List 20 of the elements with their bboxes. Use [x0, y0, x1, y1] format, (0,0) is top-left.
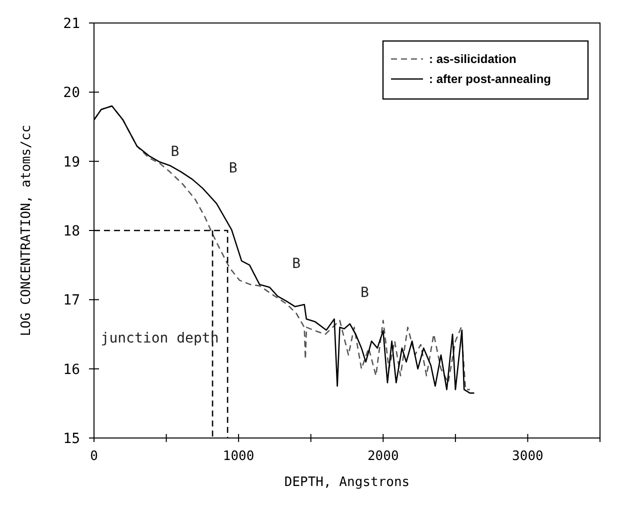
y-tick-label: 15 [63, 431, 80, 447]
y-tick-label: 18 [63, 224, 80, 240]
x-tick-label: 1000 [222, 449, 254, 464]
y-tick-label: 21 [63, 16, 80, 32]
legend-label: : as-silicidation [429, 52, 516, 66]
y-axis-title: LOG CONCENTRATION, atoms/cc [19, 124, 34, 336]
annotation: B [228, 160, 238, 176]
y-tick-label: 20 [63, 85, 80, 102]
x-tick-label: 0 [90, 449, 98, 464]
y-tick-label: 17 [63, 292, 80, 309]
annotation: junction depth [100, 330, 219, 347]
y-tick-label: 19 [63, 154, 80, 170]
legend-label: : after post-annealing [429, 72, 552, 86]
annotation: B [360, 284, 369, 301]
annotation: B [292, 256, 301, 272]
y-tick-label: 16 [63, 362, 80, 378]
x-tick-label: 2000 [367, 449, 399, 464]
x-tick-label: 3000 [512, 449, 544, 464]
annotation: B [170, 144, 180, 160]
x-axis-title: DEPTH, Angstrons [284, 475, 410, 490]
